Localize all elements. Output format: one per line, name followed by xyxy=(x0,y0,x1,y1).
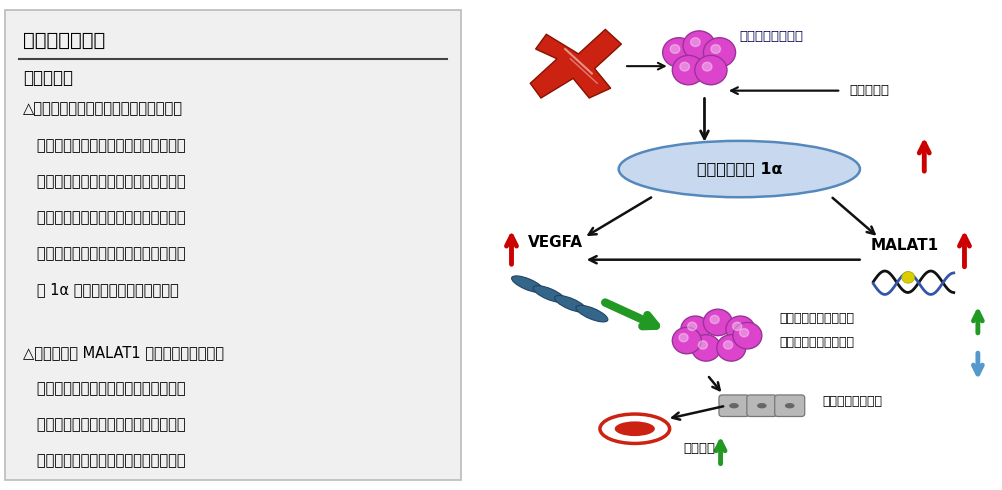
Text: 用，为阐明缺氧预处理介导骨髓间充质: 用，为阐明缺氧预处理介导骨髓间充质 xyxy=(23,417,186,432)
Circle shape xyxy=(672,327,701,354)
Circle shape xyxy=(703,309,732,336)
Text: 骨髓间充质干细胞凋亡: 骨髓间充质干细胞凋亡 xyxy=(780,337,855,349)
Circle shape xyxy=(687,322,696,330)
Circle shape xyxy=(694,55,727,85)
Ellipse shape xyxy=(554,295,586,312)
Circle shape xyxy=(732,322,741,330)
Text: 缺氧预处理: 缺氧预处理 xyxy=(850,84,889,97)
Circle shape xyxy=(710,45,720,53)
Circle shape xyxy=(739,329,748,337)
FancyBboxPatch shape xyxy=(719,395,748,416)
Text: 子 1α 所调控，但下游机制未明；: 子 1α 所调控，但下游机制未明； xyxy=(23,283,179,297)
FancyBboxPatch shape xyxy=(775,395,805,416)
Text: 干细胞生存和血管再生的分子机制提供: 干细胞生存和血管再生的分子机制提供 xyxy=(23,453,186,468)
Circle shape xyxy=(690,38,700,47)
Ellipse shape xyxy=(618,141,860,197)
Circle shape xyxy=(725,316,755,343)
Circle shape xyxy=(732,322,762,349)
Ellipse shape xyxy=(614,421,655,436)
Circle shape xyxy=(670,45,679,53)
Text: 文章快速阅读：: 文章快速阅读： xyxy=(23,31,105,50)
Ellipse shape xyxy=(600,414,669,443)
Ellipse shape xyxy=(576,305,608,322)
Circle shape xyxy=(698,341,707,349)
Circle shape xyxy=(902,271,915,283)
Text: △缺氧预处理已被应用于提高骨髓间充质: △缺氧预处理已被应用于提高骨髓间充质 xyxy=(23,101,183,117)
Ellipse shape xyxy=(512,276,543,293)
Circle shape xyxy=(681,316,709,343)
Ellipse shape xyxy=(729,403,738,409)
Circle shape xyxy=(679,62,689,71)
Ellipse shape xyxy=(785,403,795,409)
Circle shape xyxy=(703,38,735,67)
Circle shape xyxy=(710,316,719,324)
Text: 子能力增强，此效应主要由缺氧诱导因: 子能力增强，此效应主要由缺氧诱导因 xyxy=(23,246,186,261)
Text: 干细胞的生存力和改善其移植治疗的效: 干细胞的生存力和改善其移植治疗的效 xyxy=(23,138,186,153)
Circle shape xyxy=(662,38,694,67)
Text: 率；缺氧预处理骨髓间充质干细胞移植: 率；缺氧预处理骨髓间充质干细胞移植 xyxy=(23,174,186,189)
Circle shape xyxy=(672,55,704,85)
Text: 骨髓间充质干细胞: 骨髓间充质干细胞 xyxy=(739,30,804,43)
Text: 血管再生: 血管再生 xyxy=(683,442,715,455)
Text: △该研究探讨 MALAT1 在缺氧预处理促进骨: △该研究探讨 MALAT1 在缺氧预处理促进骨 xyxy=(23,345,224,360)
Circle shape xyxy=(683,31,715,60)
Text: VEGFA: VEGFA xyxy=(528,235,582,250)
Circle shape xyxy=(716,335,745,361)
FancyBboxPatch shape xyxy=(5,10,461,480)
Text: 后存活率增加，凋亡减少，分泌细胞因: 后存活率增加，凋亡减少，分泌细胞因 xyxy=(23,210,186,225)
Text: 髓间充质干细胞生存和血管再生中的作: 髓间充质干细胞生存和血管再生中的作 xyxy=(23,381,186,396)
Text: 骨髓间充质干细胞生存: 骨髓间充质干细胞生存 xyxy=(780,312,855,325)
Polygon shape xyxy=(530,29,621,98)
Text: 缺氧诱导因子 1α: 缺氧诱导因子 1α xyxy=(696,162,783,176)
Ellipse shape xyxy=(758,403,767,409)
Circle shape xyxy=(679,334,688,342)
Text: 文章亮点一: 文章亮点一 xyxy=(23,69,73,87)
Text: MALAT1: MALAT1 xyxy=(871,238,939,252)
Circle shape xyxy=(723,341,732,349)
Circle shape xyxy=(691,335,720,361)
Text: 人脐静脉内皮细胞: 人脐静脉内皮细胞 xyxy=(823,395,883,408)
Ellipse shape xyxy=(533,286,565,302)
FancyBboxPatch shape xyxy=(746,395,777,416)
Circle shape xyxy=(702,62,712,71)
